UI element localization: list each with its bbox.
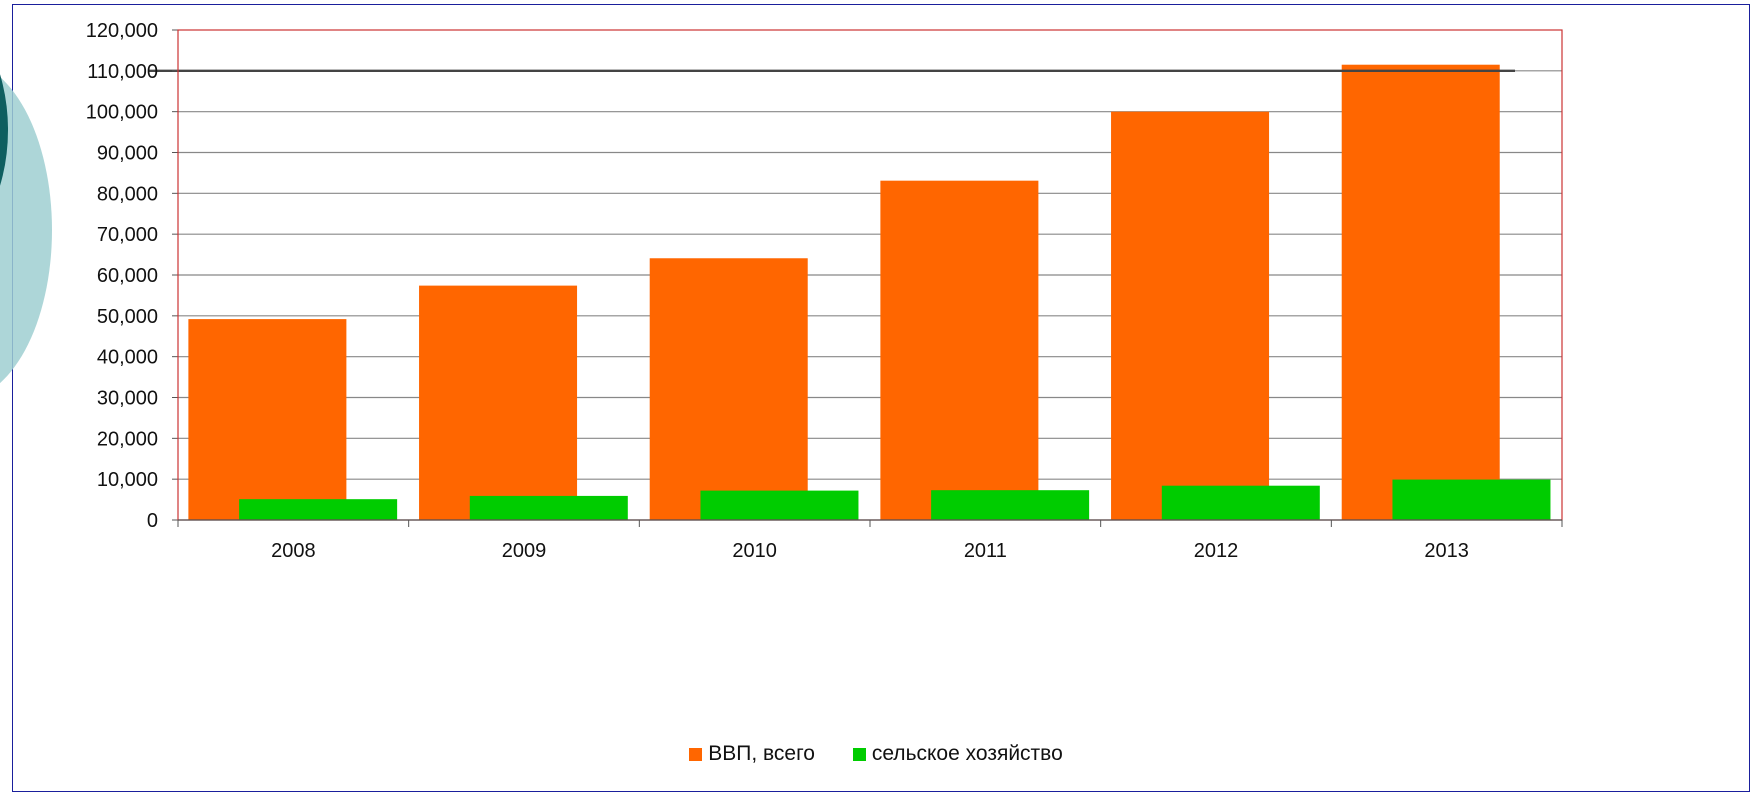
x-tick-label-2008: 2008 (271, 540, 316, 562)
y-tick-label: 80,000 (97, 183, 158, 205)
legend-item-gdp: ВВП, всего (689, 742, 815, 766)
legend-label-gdp: ВВП, всего (708, 742, 815, 765)
decor-circle-light (0, 76, 52, 384)
y-tick-label: 40,000 (97, 347, 158, 369)
bar-agriculture-2011 (931, 490, 1090, 520)
decor-circle-dark (0, 74, 8, 186)
x-tick-label-2010: 2010 (732, 540, 777, 562)
bar-agriculture-2010 (700, 490, 859, 520)
legend-swatch-agriculture (852, 747, 866, 761)
slide-frame (12, 4, 1750, 792)
bar-agriculture-2013 (1392, 479, 1551, 520)
y-tick-label: 0 (147, 510, 158, 532)
axes (172, 29, 1563, 527)
bar-agriculture-2012 (1161, 485, 1320, 520)
bar-gdp-2010 (649, 258, 808, 520)
bar-gdp-2013 (1341, 64, 1500, 520)
y-tick-label: 30,000 (97, 388, 158, 410)
y-tick-label: 50,000 (97, 306, 158, 328)
y-tick-label: 10,000 (97, 469, 158, 491)
y-tick-label: 70,000 (97, 224, 158, 246)
bar-gdp-2008 (188, 319, 347, 520)
legend: ВВП, всего сельское хозяйство (0, 742, 1752, 767)
y-tick-label: 90,000 (97, 143, 158, 165)
y-tick-label: 120,000 (86, 20, 158, 42)
legend-label-agriculture: сельское хозяйство (871, 742, 1063, 765)
x-tick-label-2011: 2011 (964, 540, 1007, 562)
bar-gdp-2012 (1111, 111, 1270, 521)
y-tick-labels: 0 10,000 20,000 30,000 40,000 50,000 60,000 70,… (86, 20, 158, 532)
x-tick-label-2013: 2013 (1424, 540, 1469, 562)
x-tick-label-2012: 2012 (1194, 540, 1239, 562)
bar-gdp-2009 (419, 285, 578, 520)
y-tick-label: 20,000 (97, 428, 158, 450)
bars (188, 64, 1551, 521)
x-tick-labels: 2008 2009 2010 2011 2012 2013 (271, 540, 1469, 562)
bar-agriculture-2009 (469, 495, 628, 520)
bar-gdp-2011 (880, 180, 1039, 521)
y-tick-label: 100,000 (86, 102, 158, 124)
x-tick-label-2009: 2009 (502, 540, 547, 562)
y-tick-label: 110,000 (87, 61, 158, 83)
legend-swatch-gdp (689, 747, 703, 761)
y-tick-label: 60,000 (97, 265, 158, 287)
bar-agriculture-2008 (239, 499, 398, 520)
legend-item-agriculture: сельское хозяйство (852, 742, 1063, 766)
